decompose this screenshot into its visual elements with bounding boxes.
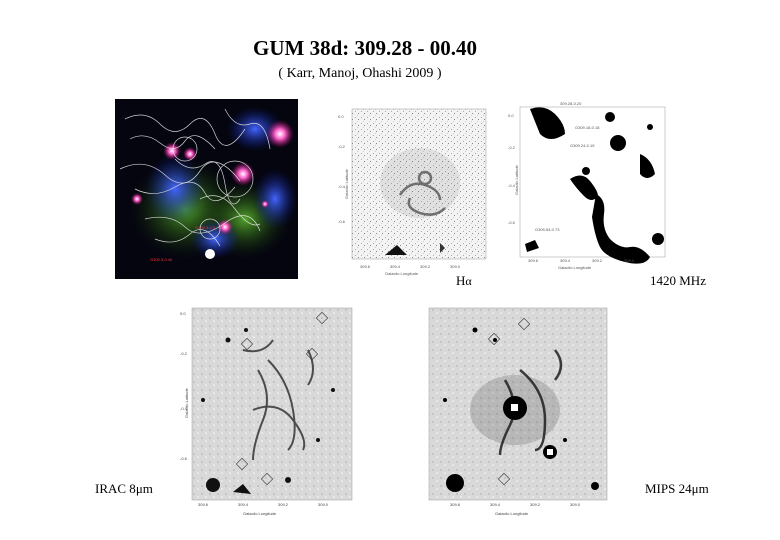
svg-text:-0.4: -0.4	[508, 183, 516, 188]
svg-text:G309.54-0.73: G309.54-0.73	[535, 227, 560, 232]
svg-text:309.0: 309.0	[624, 258, 635, 263]
svg-text:-0.2: -0.2	[180, 351, 188, 356]
micron-unit: μm	[691, 481, 709, 496]
irac-8um-image: Galactic Latitude Galactic Longitude 309…	[168, 300, 356, 520]
svg-text:Galactic Latitude: Galactic Latitude	[184, 387, 189, 418]
svg-text:Galactic Longitude: Galactic Longitude	[243, 511, 277, 516]
svg-text:G309.3-0.3: G309.3-0.3	[195, 225, 216, 230]
page-title: GUM 38d: 309.28 - 00.40	[253, 36, 477, 60]
svg-text:-0.2: -0.2	[338, 144, 346, 149]
svg-text:309.0: 309.0	[450, 264, 461, 269]
svg-text:0.0: 0.0	[338, 114, 344, 119]
micron-unit: μm	[135, 481, 153, 496]
svg-text:309.6: 309.6	[360, 264, 371, 269]
radio-label: 1420 MHz	[650, 273, 706, 288]
svg-text:0.0: 0.0	[508, 113, 514, 118]
svg-text:309.4: 309.4	[490, 502, 501, 507]
svg-text:Galactic Latitude: Galactic Latitude	[514, 164, 519, 195]
mips-24um-image: 309.6 309.4 309.2 309.0 Galactic Longitude	[415, 300, 615, 520]
svg-text:309.4: 309.4	[560, 258, 571, 263]
svg-text:0.0: 0.0	[180, 311, 186, 316]
svg-text:309.2: 309.2	[530, 502, 541, 507]
svg-text:309.2: 309.2	[278, 502, 289, 507]
svg-text:Galactic Longitude: Galactic Longitude	[558, 265, 592, 270]
svg-text:-0.4: -0.4	[338, 184, 346, 189]
svg-text:G309.24-0.15: G309.24-0.15	[570, 143, 595, 148]
irac-label: IRAC 8μm	[95, 481, 153, 496]
svg-text:309.6: 309.6	[198, 502, 209, 507]
svg-text:-0.4: -0.4	[180, 406, 188, 411]
radio-1420mhz-image: 309.28-0.20 G309.18-0.18 G309.24-0.15 G3…	[500, 99, 670, 281]
svg-text:309.2: 309.2	[592, 258, 603, 263]
svg-text:-0.6: -0.6	[508, 220, 516, 225]
svg-text:Galactic Longitude: Galactic Longitude	[495, 511, 529, 516]
svg-text:309.2: 309.2	[420, 264, 431, 269]
rgb-composite-image: G309.3-0.3 G309.3-0.40	[115, 99, 298, 279]
halpha-image: Galactic Latitude Galactic Longitude 309…	[330, 103, 490, 281]
halpha-label: Hα	[456, 273, 472, 288]
svg-text:309.28-0.20: 309.28-0.20	[560, 101, 582, 106]
svg-text:309.6: 309.6	[450, 502, 461, 507]
svg-text:Galactic Latitude: Galactic Latitude	[344, 168, 349, 199]
svg-text:309.6: 309.6	[528, 258, 539, 263]
svg-text:309.4: 309.4	[390, 264, 401, 269]
svg-text:G309.18-0.18: G309.18-0.18	[575, 125, 600, 130]
svg-text:-0.6: -0.6	[338, 219, 346, 224]
svg-text:309.0: 309.0	[570, 502, 581, 507]
svg-text:-0.2: -0.2	[508, 145, 516, 150]
svg-text:Galactic Longitude: Galactic Longitude	[385, 271, 419, 276]
alpha-symbol: α	[465, 274, 472, 288]
mips-label: MIPS 24μm	[645, 481, 709, 496]
citation: ( Karr, Manoj, Ohashi 2009 )	[278, 66, 442, 81]
svg-text:-0.6: -0.6	[180, 456, 188, 461]
svg-text:G309.3-0.40: G309.3-0.40	[150, 257, 173, 262]
svg-text:309.4: 309.4	[238, 502, 249, 507]
svg-text:309.0: 309.0	[318, 502, 329, 507]
